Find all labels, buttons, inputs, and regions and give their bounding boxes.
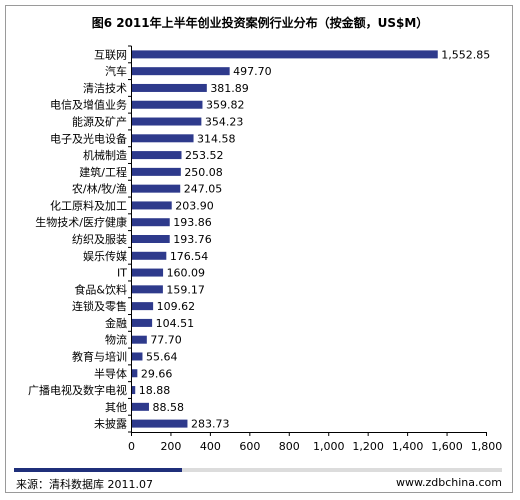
value-label: 29.66 — [141, 367, 173, 380]
value-label: 283.73 — [191, 418, 230, 431]
category-label: 能源及矿产 — [72, 115, 127, 129]
value-label: 88.58 — [152, 401, 184, 414]
bar-5 — [131, 117, 202, 126]
bar-15 — [131, 285, 163, 294]
category-label: 机械制造 — [83, 148, 127, 162]
bar-6 — [131, 134, 194, 143]
category-label: 教育与培训 — [72, 349, 127, 363]
value-label: 314.58 — [197, 132, 236, 145]
bar-8 — [131, 167, 181, 176]
category-label: 半导体 — [94, 366, 127, 380]
bar-17 — [131, 318, 153, 327]
value-label: 109.62 — [157, 300, 196, 313]
bar-20 — [131, 369, 138, 378]
x-tick-label: 400 — [200, 440, 221, 453]
category-label: 金融 — [105, 316, 127, 330]
bar-4 — [131, 100, 203, 109]
x-tick-label: 1,800 — [471, 440, 503, 453]
category-label: 生物技术/医疗健康 — [35, 215, 127, 229]
labels-group: 互联网 1,552.85 汽车 497.70 清洁技术 381.89 电信及增值业务 359.… — [28, 48, 502, 453]
value-label: 176.54 — [170, 250, 209, 263]
category-label: 电子及光电设备 — [50, 131, 127, 145]
category-label: 娱乐传媒 — [83, 249, 127, 263]
category-label: 未披露 — [94, 417, 127, 431]
value-label: 159.17 — [166, 283, 205, 296]
bar-3 — [131, 83, 207, 92]
value-label: 160.09 — [167, 267, 206, 280]
category-label: 广播电视及数字电视 — [28, 383, 127, 397]
footer-bar — [14, 468, 502, 472]
bar-13 — [131, 251, 167, 260]
value-label: 381.89 — [210, 82, 249, 95]
x-tick-label: 1,400 — [392, 440, 424, 453]
category-label: 建筑/工程 — [79, 165, 127, 179]
value-label: 104.51 — [156, 317, 195, 330]
x-tick-label: 600 — [239, 440, 260, 453]
footer-accent — [14, 468, 182, 472]
category-label: 农/林/牧/渔 — [72, 182, 127, 196]
footer-source: 来源：清科数据库 2011.07 — [16, 478, 153, 491]
bar-1 — [131, 50, 438, 59]
value-label: 77.70 — [150, 334, 182, 347]
bar-7 — [131, 151, 182, 160]
bar-12 — [131, 235, 170, 243]
axes-group — [128, 45, 487, 436]
category-label: 连锁及零售 — [72, 299, 127, 313]
bars-group — [131, 50, 438, 428]
category-label: 汽车 — [105, 64, 127, 78]
bar-23 — [131, 419, 188, 428]
bar-9 — [131, 184, 181, 193]
x-tick-label: 1,000 — [313, 440, 345, 453]
x-tick-label: 0 — [128, 440, 135, 453]
value-label: 354.23 — [205, 116, 244, 129]
category-label: 纺织及服装 — [72, 232, 127, 246]
value-label: 359.82 — [206, 99, 245, 112]
value-label: 497.70 — [233, 65, 272, 78]
bar-11 — [131, 218, 170, 227]
value-label: 247.05 — [184, 183, 223, 196]
x-tick-label: 1,200 — [352, 440, 384, 453]
bar-22 — [131, 402, 149, 411]
bar-2 — [131, 67, 230, 76]
category-label: 物流 — [105, 333, 127, 347]
category-label: 清洁技术 — [83, 82, 127, 95]
value-label: 1,552.85 — [441, 48, 490, 61]
value-label: 250.08 — [184, 166, 223, 179]
x-tick-label: 1,600 — [431, 440, 463, 453]
category-label: IT — [117, 267, 127, 280]
category-label: 化工原料及加工 — [50, 198, 127, 212]
value-label: 18.88 — [139, 384, 171, 397]
value-label: 203.90 — [175, 199, 214, 212]
bar-10 — [131, 201, 172, 210]
bar-19 — [131, 352, 143, 361]
bar-18 — [131, 335, 147, 344]
category-label: 电信及增值业务 — [50, 98, 127, 112]
x-tick-label: 800 — [279, 440, 300, 453]
value-label: 55.64 — [146, 350, 178, 363]
category-label: 其他 — [105, 401, 127, 414]
value-label: 193.76 — [173, 233, 212, 246]
bar-16 — [131, 302, 154, 311]
x-tick-label: 200 — [160, 440, 181, 453]
chart-frame — [5, 5, 513, 493]
value-label: 253.52 — [185, 149, 224, 162]
chart-title: 图6 2011年上半年创业投资案例行业分布（按金额，US$M） — [91, 16, 429, 30]
value-label: 193.86 — [173, 216, 212, 229]
bar-21 — [131, 386, 136, 395]
bar-14 — [131, 268, 164, 277]
footer-site: www.zdbchina.com — [396, 476, 502, 489]
category-label: 互联网 — [94, 48, 127, 61]
category-label: 食品&饮料 — [74, 282, 127, 296]
